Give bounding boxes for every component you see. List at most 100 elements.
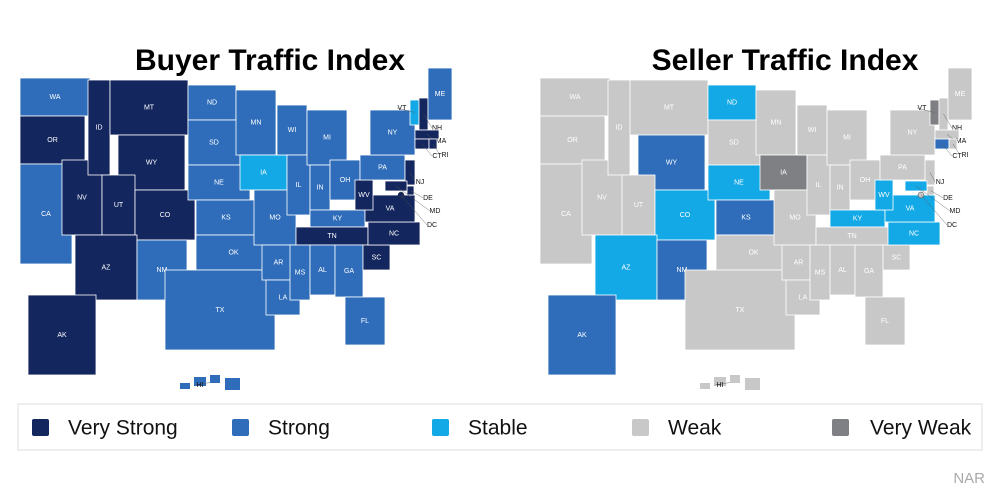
- state-label: OH: [860, 177, 871, 184]
- state-label: AZ: [622, 264, 632, 271]
- state: [187, 119, 241, 166]
- state-label: LA: [279, 294, 288, 301]
- state: [539, 115, 606, 165]
- state-label: MI: [843, 134, 851, 141]
- state: [194, 377, 206, 386]
- state-label: ID: [616, 124, 623, 131]
- state-label: FL: [361, 318, 369, 325]
- state: [882, 244, 911, 271]
- state: [344, 296, 386, 346]
- leader-line: [929, 172, 936, 183]
- state: [134, 189, 196, 241]
- state-label: IN: [317, 184, 324, 191]
- state-label: MN: [251, 119, 262, 126]
- legend-swatch: [632, 419, 649, 436]
- state-label: RI: [442, 152, 449, 159]
- leader-line: [194, 382, 211, 386]
- leader-line: [396, 107, 415, 113]
- source: NAR: [953, 470, 985, 487]
- state-label: CA: [41, 211, 51, 218]
- state: [781, 244, 816, 281]
- state-label: LA: [799, 294, 808, 301]
- state: [334, 244, 364, 298]
- state: [947, 67, 973, 121]
- state: [19, 115, 86, 165]
- state-label: HI: [717, 382, 724, 389]
- state-label: IA: [260, 169, 267, 176]
- leader-line: [409, 172, 416, 183]
- leader-line: [943, 113, 953, 129]
- state-label: CA: [561, 211, 571, 218]
- state: [594, 234, 658, 301]
- state: [369, 109, 416, 156]
- state: [427, 67, 453, 121]
- state-label: DC: [427, 222, 437, 229]
- state-label: AR: [274, 259, 284, 266]
- state-label: WA: [49, 94, 60, 101]
- state-label: ND: [207, 99, 217, 106]
- state: [27, 294, 97, 376]
- state-label: CT: [432, 153, 442, 160]
- state: [684, 269, 796, 351]
- state-label: IL: [816, 182, 822, 189]
- state-label: NC: [389, 230, 399, 237]
- state: [889, 109, 936, 156]
- state-label: AR: [794, 259, 804, 266]
- state: [180, 383, 190, 389]
- state-label: PA: [378, 164, 387, 171]
- state-label: VA: [906, 205, 915, 212]
- state-label: SD: [729, 139, 739, 146]
- state-label: VT: [398, 105, 408, 112]
- state-label: FL: [881, 318, 889, 325]
- state-label: MD: [430, 208, 441, 215]
- legend-label: Very Strong: [68, 417, 178, 440]
- state-label: KY: [333, 215, 343, 222]
- state-label: KY: [853, 215, 863, 222]
- state: [745, 378, 760, 390]
- state-label: ND: [727, 99, 737, 106]
- state-label: WV: [878, 192, 890, 199]
- state-label: UT: [114, 202, 124, 209]
- state: [826, 109, 868, 166]
- leader-line: [930, 190, 944, 199]
- state: [74, 234, 138, 301]
- state: [210, 375, 220, 383]
- state-label: CO: [680, 212, 691, 219]
- state: [225, 378, 240, 390]
- state-label: DE: [943, 195, 953, 202]
- state: [730, 375, 740, 383]
- leader-line: [916, 107, 935, 113]
- state: [101, 174, 136, 236]
- state-label: MT: [144, 104, 155, 111]
- state: [629, 79, 709, 136]
- state-label: NH: [952, 125, 962, 132]
- state-label: WI: [808, 127, 817, 134]
- state-label: PA: [898, 164, 907, 171]
- state-label: TN: [327, 233, 336, 240]
- state-label: AZ: [102, 264, 112, 271]
- state-label: NH: [432, 125, 442, 132]
- legend-label: Very Weak: [870, 417, 972, 440]
- state-label: KS: [741, 214, 751, 221]
- state-label: NC: [909, 230, 919, 237]
- state: [755, 89, 797, 156]
- state-label: OR: [567, 137, 578, 144]
- state-label: RI: [962, 152, 969, 159]
- state: [306, 109, 348, 166]
- state-label: IA: [780, 169, 787, 176]
- state-label: MA: [436, 138, 447, 145]
- state-label: NE: [214, 179, 224, 186]
- state-label: AL: [838, 267, 847, 274]
- state-label: MS: [295, 269, 306, 276]
- state-label: NE: [734, 179, 744, 186]
- state-label: NJ: [936, 179, 945, 186]
- state-label: SD: [209, 139, 219, 146]
- state-label: AL: [318, 267, 327, 274]
- state-label: WY: [146, 159, 158, 166]
- state: [164, 269, 276, 351]
- state-label: AK: [57, 332, 67, 339]
- state-label: IL: [296, 182, 302, 189]
- legend-label: Weak: [668, 417, 722, 440]
- leader-line: [952, 143, 961, 156]
- map-title: Buyer Traffic Index: [135, 44, 405, 77]
